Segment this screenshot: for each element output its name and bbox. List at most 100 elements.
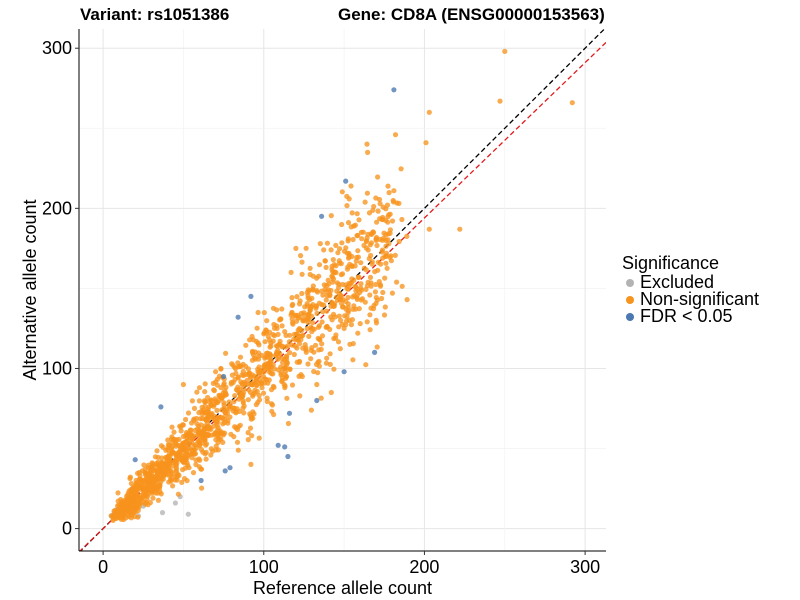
data-point xyxy=(283,354,289,360)
data-point xyxy=(309,295,315,301)
data-point xyxy=(155,497,161,503)
data-point xyxy=(279,323,285,329)
data-point xyxy=(202,381,208,387)
data-point xyxy=(170,483,176,489)
data-point xyxy=(368,280,374,286)
data-point xyxy=(243,382,249,388)
data-point xyxy=(157,465,163,471)
data-point xyxy=(359,236,365,242)
data-point xyxy=(283,375,289,381)
series-non-significant xyxy=(108,48,575,524)
data-point xyxy=(352,222,358,228)
data-point xyxy=(235,447,241,453)
data-point xyxy=(288,269,294,275)
data-point xyxy=(382,275,388,281)
data-point xyxy=(285,453,291,460)
data-point xyxy=(171,429,177,435)
data-point xyxy=(275,442,281,448)
data-point xyxy=(217,430,223,436)
data-point xyxy=(323,297,329,303)
data-point xyxy=(319,288,325,294)
data-point xyxy=(344,193,350,199)
data-point xyxy=(286,410,293,416)
data-point xyxy=(313,303,319,309)
data-point xyxy=(316,347,322,353)
data-point xyxy=(205,394,211,401)
data-point xyxy=(372,289,378,295)
data-point xyxy=(299,259,305,265)
data-point xyxy=(330,257,336,263)
data-point xyxy=(211,401,217,407)
data-point xyxy=(282,444,288,450)
data-point xyxy=(221,400,227,406)
data-point xyxy=(159,509,166,516)
data-point xyxy=(379,247,386,253)
data-point xyxy=(297,298,303,304)
data-point xyxy=(348,183,354,189)
data-point xyxy=(314,310,320,316)
x-tick-label: 300 xyxy=(570,557,600,577)
data-point xyxy=(208,452,214,458)
data-point xyxy=(211,387,217,393)
data-point xyxy=(132,484,138,490)
data-point xyxy=(168,478,174,484)
data-point xyxy=(185,452,191,459)
data-point xyxy=(294,359,300,365)
data-point xyxy=(224,410,230,416)
data-point xyxy=(355,248,361,254)
data-point xyxy=(336,284,342,291)
data-point xyxy=(333,294,340,300)
data-point xyxy=(289,316,295,322)
data-point xyxy=(184,435,190,441)
data-point xyxy=(383,260,389,266)
data-point xyxy=(287,366,293,372)
data-point xyxy=(311,326,317,332)
data-point xyxy=(152,482,158,488)
data-point xyxy=(387,211,393,217)
data-point xyxy=(381,230,387,236)
data-point xyxy=(330,279,336,285)
data-point xyxy=(457,226,463,232)
data-point xyxy=(323,264,329,270)
data-point xyxy=(191,405,198,411)
data-point xyxy=(170,449,176,455)
data-point xyxy=(367,312,373,318)
data-point xyxy=(198,466,204,472)
data-point xyxy=(250,391,256,397)
data-point xyxy=(320,309,326,315)
data-point xyxy=(324,240,330,246)
data-point xyxy=(352,263,358,269)
data-point xyxy=(341,325,347,331)
data-point xyxy=(283,344,289,350)
data-point xyxy=(384,202,391,208)
data-point xyxy=(426,226,432,232)
data-point xyxy=(297,393,303,399)
data-point xyxy=(299,271,305,277)
data-point xyxy=(215,415,221,421)
data-point xyxy=(214,422,220,428)
data-point xyxy=(350,294,356,300)
data-point xyxy=(385,183,391,189)
data-point xyxy=(306,333,312,339)
y-tick-label: 300 xyxy=(42,38,72,58)
data-point xyxy=(202,423,208,429)
data-point xyxy=(354,211,360,217)
data-point xyxy=(324,355,330,361)
data-point xyxy=(153,460,159,467)
data-point xyxy=(339,240,345,246)
data-point xyxy=(382,253,388,259)
data-point xyxy=(204,409,210,415)
data-point xyxy=(308,356,314,362)
data-point xyxy=(259,385,265,391)
data-point xyxy=(250,337,256,343)
data-point xyxy=(176,472,182,479)
data-point xyxy=(180,381,186,388)
data-point xyxy=(134,495,140,501)
data-point xyxy=(389,290,395,296)
data-point xyxy=(423,140,429,146)
data-point xyxy=(143,489,149,495)
data-point xyxy=(200,409,206,415)
data-point xyxy=(274,349,280,355)
data-point xyxy=(198,422,204,428)
